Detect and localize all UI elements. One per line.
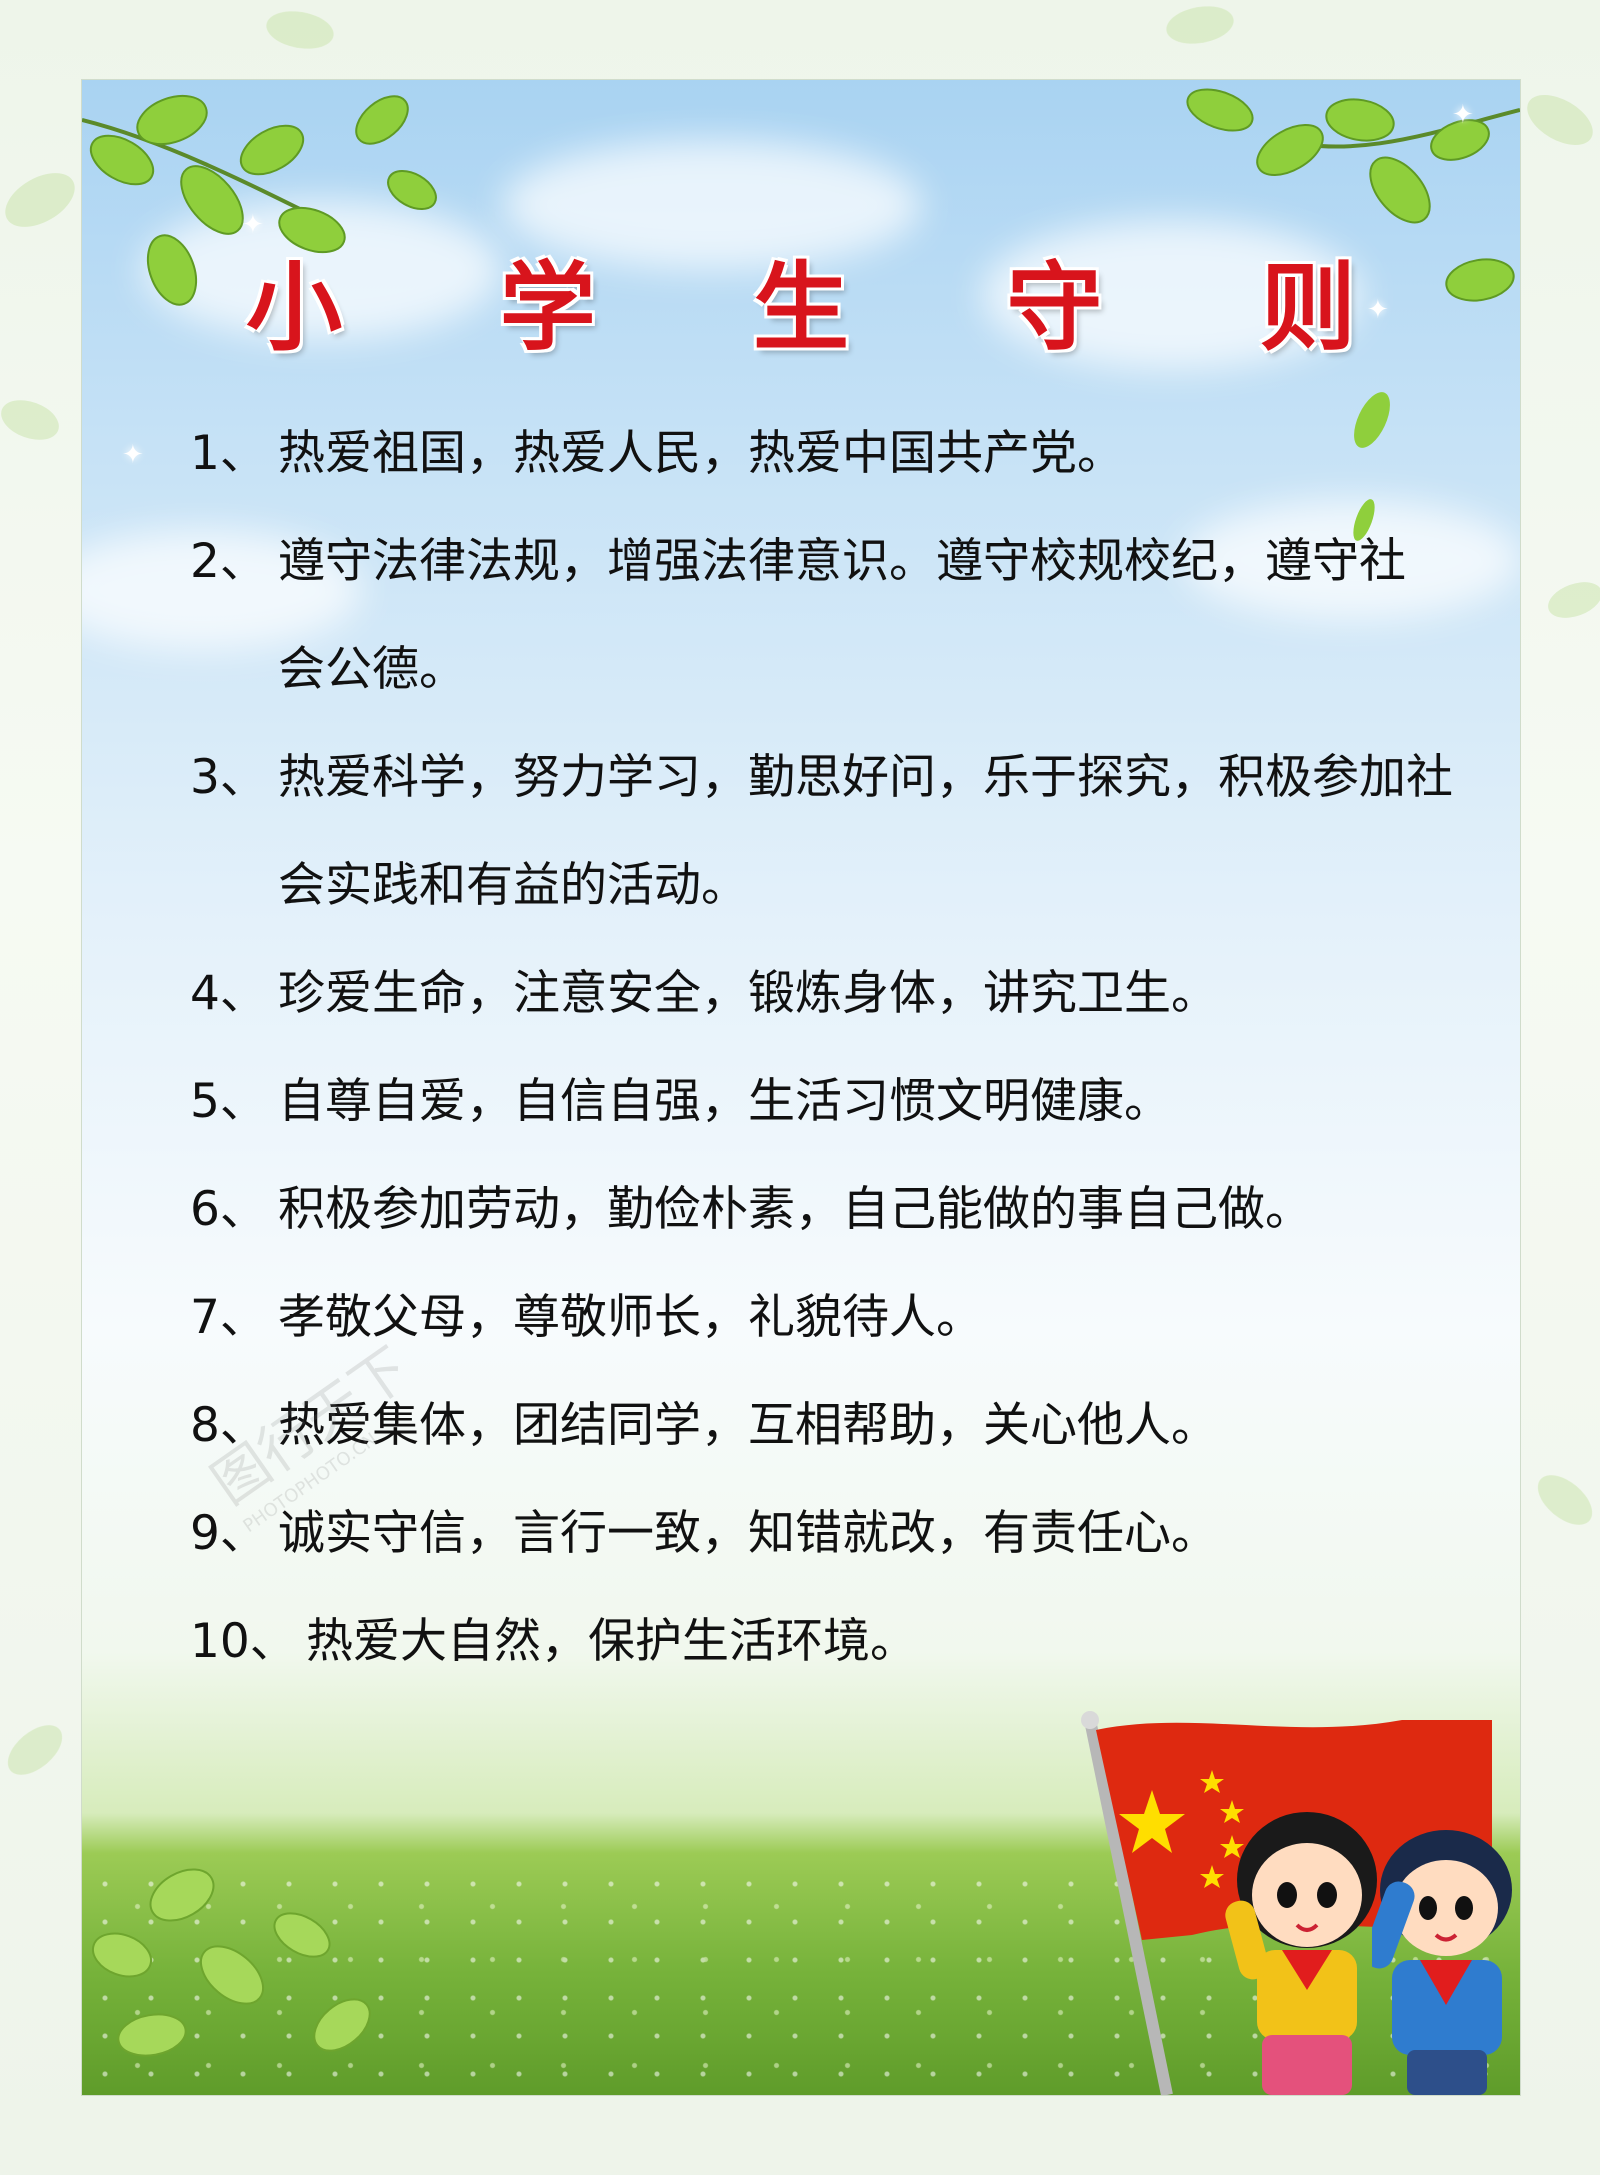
rule-item: 2、 遵守法律法规，增强法律意识。遵守校规校纪，遵守社会公德。 — [190, 508, 1428, 724]
cloud — [502, 140, 922, 270]
rule-item: 7、 孝敬父母，尊敬师长，礼貌待人。 — [190, 1264, 1490, 1372]
rule-text: 孝敬父母，尊敬师长，礼貌待人。 — [278, 1290, 983, 1345]
leaf-cluster-icon — [1186, 88, 1520, 302]
leaf-cluster-icon — [82, 94, 437, 306]
rule-text: 诚实守信，言行一致，知错就改，有责任心。 — [278, 1506, 1218, 1561]
rule-item: 5、 自尊自爱，自信自强，生活习惯文明健康。 — [190, 1048, 1490, 1156]
rule-number: 5、 — [190, 1074, 267, 1129]
leaf-icon — [1353, 392, 1390, 541]
rule-item: 9、 诚实守信，言行一致，知错就改，有责任心。 — [190, 1480, 1490, 1588]
rule-number: 8、 — [190, 1398, 267, 1453]
rule-item: 8、 热爱集体，团结同学，互相帮助，关心他人。 — [190, 1372, 1490, 1480]
rule-text: 热爱集体，团结同学，互相帮助，关心他人。 — [278, 1398, 1218, 1453]
cartoon-girl-icon — [1225, 1812, 1377, 2095]
rule-text: 遵守法律法规，增强法律意识。遵守校规校纪，遵守社会公德。 — [278, 534, 1406, 697]
rule-number: 10、 — [190, 1614, 297, 1669]
leaf-cluster-icon — [91, 1868, 371, 2057]
rule-text: 自尊自爱，自信自强，生活习惯文明健康。 — [278, 1074, 1171, 1129]
sparkle-icon: ✦ — [242, 210, 264, 240]
rule-number: 4、 — [190, 966, 267, 1021]
rule-item: 10、 热爱大自然，保护生活环境。 — [190, 1588, 1490, 1696]
rule-number: 1、 — [190, 426, 267, 481]
sparkle-icon: ✦ — [1367, 295, 1389, 325]
rule-number: 9、 — [190, 1506, 267, 1561]
rules-list: 1、 热爱祖国，热爱人民，热爱中国共产党。 2、 遵守法律法规，增强法律意识。遵守校… — [190, 400, 1490, 1696]
cloud — [1182, 500, 1520, 620]
sparkle-icon: ✦ — [122, 440, 144, 470]
rule-text: 热爱祖国，热爱人民，热爱中国共产党。 — [278, 426, 1124, 481]
rule-number: 6、 — [190, 1182, 267, 1237]
sparkle-icon: ✦ — [1452, 100, 1474, 130]
rules-poster: ✦ ✦ ✦ ✦ 小 学 生 守 则 1、 热爱祖国，热爱人民，热爱中国共产党。 2… — [82, 80, 1520, 2095]
rule-text: 积极参加劳动，勤俭朴素，自己能做的事自己做。 — [278, 1182, 1312, 1237]
rule-item: 6、 积极参加劳动，勤俭朴素，自己能做的事自己做。 — [190, 1156, 1508, 1264]
star-icon — [1119, 1770, 1244, 1888]
rule-item: 1、 热爱祖国，热爱人民，热爱中国共产党。 — [190, 400, 1490, 508]
rule-text: 热爱大自然，保护生活环境。 — [306, 1614, 917, 1669]
rule-number: 2、 — [190, 534, 267, 589]
rule-text: 珍爱生命，注意安全，锻炼身体，讲究卫生。 — [278, 966, 1218, 1021]
cartoon-boy-icon — [1372, 1830, 1512, 2095]
rule-number: 3、 — [190, 750, 267, 805]
rule-text: 热爱科学，努力学习，勤思好问，乐于探究，积极参加社会实践和有益的活动。 — [278, 750, 1453, 913]
cloud — [82, 530, 362, 650]
rule-number: 7、 — [190, 1290, 267, 1345]
cloud — [982, 220, 1362, 370]
rule-item: 4、 珍爱生命，注意安全，锻炼身体，讲究卫生。 — [190, 940, 1490, 1048]
poster-title: 小 学 生 守 则 — [246, 252, 1418, 364]
rule-item: 3、 热爱科学，努力学习，勤思好问，乐于探究，积极参加社会实践和有益的活动。 — [190, 724, 1488, 940]
